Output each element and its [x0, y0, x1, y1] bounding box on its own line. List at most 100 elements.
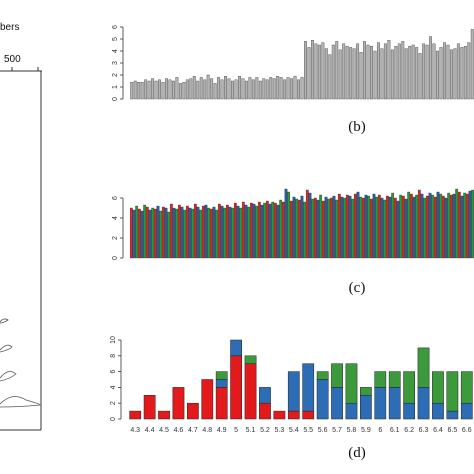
chart-c-bar	[401, 195, 405, 259]
chart-d-bar-segment-2	[432, 402, 444, 420]
chart-c-bar	[396, 200, 400, 259]
chart-d-x-tick-label: 5	[234, 427, 238, 434]
chart-b-bar	[418, 53, 422, 100]
chart-c-bar	[289, 200, 293, 259]
chart-b-bar	[376, 42, 380, 100]
chart-d-bar-segment-2	[230, 339, 242, 357]
chart-c-bar	[239, 207, 243, 259]
chart-b-bar	[248, 77, 252, 100]
chart-d-bar-segment-1	[230, 355, 242, 420]
chart-c-bar	[393, 197, 397, 259]
chart-b-bar	[310, 40, 314, 100]
chart-c-bar	[295, 198, 299, 259]
chart-c-bar	[308, 192, 312, 259]
chart-b-bar	[286, 77, 290, 100]
chart-d-bar-segment-3	[388, 371, 401, 388]
chart-b-bar	[335, 41, 339, 100]
chart-d-bar-segment-2	[388, 387, 401, 420]
chart-d-y-tick-label: 8	[110, 354, 117, 358]
chart-d-bar-segment-2	[446, 410, 459, 420]
chart-b-y-tick-label: 3	[112, 61, 119, 65]
chart-c-bar	[185, 205, 189, 259]
chart-c-bar	[175, 208, 179, 259]
chart-b-bar	[258, 80, 262, 100]
chart-b-bar	[366, 44, 370, 100]
chart-c-y-tick-label: 4	[112, 216, 119, 220]
chart-b-bar	[456, 43, 460, 100]
chart-c-bar	[337, 193, 341, 259]
chart-b-bar	[390, 49, 394, 100]
chart-c-bar	[319, 194, 323, 259]
chart-d-bar-segment-3	[244, 355, 257, 364]
chart-b-bar	[238, 75, 241, 100]
chart-c-bar	[196, 206, 200, 259]
chart-b-bar	[147, 80, 151, 100]
chart-d-x-tick-label: 4.5	[159, 427, 169, 434]
chart-c-bar	[199, 209, 203, 259]
chart-b: 0 1 2 3 4 5 6	[112, 25, 474, 101]
chart-d-x-tick-label: 6.3	[419, 427, 429, 434]
chart-d-bar-segment-1	[129, 410, 142, 420]
chart-d-bar-segment-1	[215, 387, 228, 420]
chart-c-bar	[383, 199, 387, 259]
chart-d-x-tick-label: 5.5	[303, 427, 313, 434]
chart-b-bar	[255, 77, 259, 100]
chart-d-x-tick-label: 4.7	[188, 427, 198, 434]
chart-d-bar-segment-3	[374, 371, 387, 388]
chart-b-bar	[203, 79, 207, 100]
chart-c-bar	[385, 195, 389, 259]
chart-b-bar	[331, 44, 335, 100]
chart-b-bar	[262, 78, 266, 100]
chart-c-bar	[324, 196, 328, 259]
chart-b-bar	[453, 48, 457, 100]
chart-d-bar-segment-2	[417, 387, 430, 420]
chart-d-x-tick-label: 6	[378, 427, 382, 434]
chart-b-bar	[196, 80, 200, 100]
chart-b-bar	[425, 44, 429, 100]
chart-c-bar	[375, 196, 379, 259]
chart-c-bar	[457, 191, 461, 259]
chart-b-bar	[182, 81, 186, 100]
chart-c-bar	[436, 191, 440, 259]
chart-b-bar	[137, 81, 141, 100]
chart-b-bar	[415, 47, 419, 100]
chart-d-bar-segment-2	[259, 387, 271, 404]
chart-b-bar	[401, 41, 405, 100]
chart-c-bar	[348, 195, 352, 259]
chart-b-bar	[352, 48, 356, 100]
chart-c-bar	[388, 196, 392, 259]
chart-c-bar	[268, 203, 272, 259]
chart-b-bar	[321, 42, 325, 100]
chart-c-bar	[281, 201, 285, 259]
chart-c-bar	[284, 188, 288, 259]
chart-c-bar	[343, 197, 347, 259]
chart-d-x-tick-label: 6.5	[448, 427, 458, 434]
chart-c-bar	[367, 195, 371, 259]
chart-c-bar	[412, 196, 416, 259]
chart-b-bar	[408, 46, 412, 100]
chart-d-bar-segment-3	[331, 363, 343, 388]
chart-b-bar	[158, 79, 161, 100]
chart-b-bar	[140, 81, 144, 100]
chart-b-bar	[363, 41, 366, 100]
chart-b-y-tick-label: 6	[112, 25, 119, 29]
chart-c-bar	[215, 209, 219, 259]
chart-b-bar	[317, 44, 321, 100]
chart-c-bar	[241, 201, 245, 259]
chart-b-bar	[383, 43, 387, 100]
chart-c-bar	[441, 195, 445, 259]
chart-c-bar	[209, 208, 213, 259]
chart-c-bar	[340, 196, 344, 259]
chart-b-bar	[349, 47, 353, 100]
chart-c-bar	[180, 206, 184, 259]
chart-c-bar	[247, 206, 251, 259]
chart-d-bar-segment-3	[417, 347, 430, 388]
chart-b-bar	[467, 42, 471, 100]
chart-b-bar	[171, 80, 175, 100]
chart-c-bar	[255, 205, 259, 259]
chart-c-bar	[292, 196, 296, 259]
chart-c-bar	[233, 202, 237, 259]
chart-b-bar	[241, 78, 245, 100]
chart-c-bar	[353, 193, 357, 259]
chart-d-x-tick-label: 4.4	[145, 427, 155, 434]
